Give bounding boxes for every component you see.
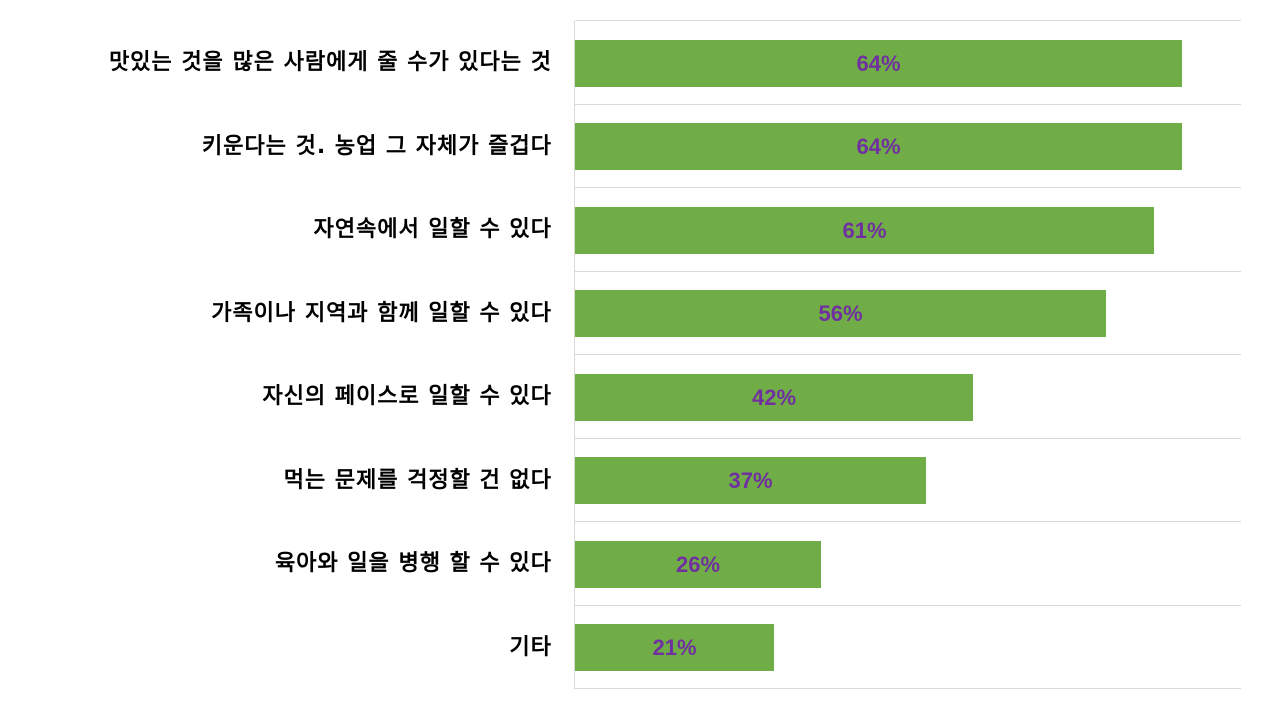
bar: 26% (575, 540, 821, 588)
data-label: 42% (751, 384, 797, 410)
plot-area (574, 20, 1241, 689)
data-label: 56% (818, 301, 863, 326)
data-label: 21% (652, 635, 697, 660)
gridline (575, 20, 1241, 21)
chart-row: 가족이나 지역과 함께 일할 수 있다 56% (0, 272, 1280, 356)
gridline (575, 438, 1241, 439)
gridline (575, 521, 1241, 522)
bar: 61% (575, 206, 1154, 254)
data-label: 61% (842, 217, 887, 243)
gridline (575, 354, 1241, 355)
bar: 37% (575, 457, 926, 504)
category-label: 가족이나 지역과 함께 일할 수 있다 (211, 300, 552, 326)
gridline (575, 605, 1241, 606)
data-label: 37% (728, 468, 773, 493)
chart-row: 육아와 일을 병행 할 수 있다 26% (0, 522, 1280, 606)
chart-row: 기타 21% (0, 606, 1280, 690)
category-label: 자신의 페이스로 일할 수 있다 (262, 384, 552, 409)
chart-row: 키운다는 것. 농업 그 자체가 즐겁다 64% (0, 105, 1280, 189)
bar: 42% (575, 373, 973, 421)
category-label: 맛있는 것을 많은 사람에게 줄 수가 있다는 것 (109, 50, 552, 75)
data-label: 64% (856, 134, 901, 159)
chart-row: 자연속에서 일할 수 있다 61% (0, 188, 1280, 272)
chart-row: 자신의 페이스로 일할 수 있다 42% (0, 355, 1280, 439)
category-label: 기타 (509, 634, 552, 660)
bar: 21% (575, 624, 774, 671)
bar: 56% (575, 290, 1106, 337)
gridline (575, 104, 1241, 105)
category-label: 먹는 문제를 걱정할 건 없다 (283, 467, 552, 493)
chart-row: 맛있는 것을 많은 사람에게 줄 수가 있다는 것 64% (0, 21, 1280, 105)
data-label: 26% (675, 551, 721, 577)
category-label: 자연속에서 일할 수 있다 (313, 217, 552, 242)
category-label: 키운다는 것. 농업 그 자체가 즐겁다 (201, 133, 552, 159)
gridline (575, 187, 1241, 188)
bar: 64% (575, 39, 1182, 87)
gridline (575, 688, 1241, 689)
data-label: 64% (856, 50, 901, 76)
chart-row: 먹는 문제를 걱정할 건 없다 37% (0, 439, 1280, 523)
gridline (575, 271, 1241, 272)
category-label: 육아와 일을 병행 할 수 있다 (275, 551, 552, 576)
bar: 64% (575, 123, 1182, 170)
